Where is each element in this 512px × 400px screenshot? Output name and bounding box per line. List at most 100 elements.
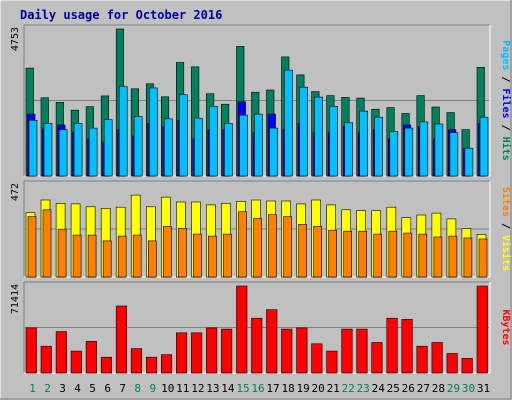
bar-pages xyxy=(464,147,474,177)
bar-pages xyxy=(299,86,308,177)
bar-sites xyxy=(478,238,488,278)
panel-bottom-legend-label: KBytes xyxy=(500,309,511,345)
x-tick-label: 19 xyxy=(296,382,309,395)
bar-kbytes xyxy=(296,327,308,374)
x-tick-label: 12 xyxy=(191,382,204,395)
bar-kbytes xyxy=(446,353,458,374)
bar-sites xyxy=(298,224,307,278)
legend-files: Files xyxy=(500,88,512,118)
panel-top-legend-label: Pages / Files / Hits xyxy=(500,40,512,160)
bar-pages xyxy=(103,119,113,177)
bar-sites xyxy=(313,226,322,278)
bar-kbytes xyxy=(161,354,173,374)
bar-pages xyxy=(314,96,323,177)
bar-sites xyxy=(57,228,67,278)
bar-pages xyxy=(419,121,429,177)
legend-separator: / xyxy=(500,119,511,137)
bar-pages xyxy=(179,94,188,177)
x-tick-label: 17 xyxy=(266,382,279,395)
bar-sites xyxy=(223,233,232,278)
x-tick-label: 16 xyxy=(251,382,264,395)
bar-sites xyxy=(27,216,37,278)
x-tick-label: 4 xyxy=(74,382,81,395)
legend-sites: Sites xyxy=(500,187,512,217)
bar-sites xyxy=(193,233,202,278)
bar-pages xyxy=(479,116,489,177)
chart-title: Daily usage for October 2016 xyxy=(20,8,222,22)
bar-kbytes xyxy=(461,358,473,374)
bar-kbytes xyxy=(431,342,443,374)
bar-sites xyxy=(373,233,383,278)
bar-pages xyxy=(73,123,83,177)
x-tick-label: 24 xyxy=(372,382,386,395)
x-tick-label: 15 xyxy=(236,382,249,395)
bar-sites xyxy=(433,236,443,278)
bar-pages xyxy=(269,127,278,177)
bar-kbytes xyxy=(130,348,142,374)
panel-middle-ymax-label: 472 xyxy=(10,183,21,201)
x-tick-label: 20 xyxy=(311,382,324,395)
bar-kbytes xyxy=(25,327,37,374)
bar-kbytes xyxy=(55,331,67,374)
bar-kbytes xyxy=(40,345,52,374)
x-tick-label: 2 xyxy=(44,382,51,395)
bar-sites xyxy=(87,234,97,278)
bar-kbytes xyxy=(236,285,248,374)
bar-kbytes xyxy=(206,327,218,374)
legend-hits: Hits xyxy=(500,137,512,161)
bar-sites xyxy=(163,226,172,278)
x-axis-day-labels: 1 2 3 4 5 6 7 8 9 10 11 12 13 14 15 16 17 18 19 20 21 22 23 24 2… xyxy=(29,382,490,395)
legend-separator: / xyxy=(500,217,511,235)
x-tick-label: 6 xyxy=(104,382,111,395)
bar-kbytes xyxy=(251,317,263,374)
bar-pages xyxy=(449,132,459,177)
bar-sites xyxy=(403,232,413,278)
bar-pages xyxy=(118,86,128,177)
bar-sites xyxy=(418,233,428,278)
x-tick-label: 11 xyxy=(176,382,189,395)
x-tick-label: 22 xyxy=(342,382,355,395)
bar-kbytes xyxy=(356,328,368,374)
x-tick-label: 1 xyxy=(29,382,36,395)
bar-pages xyxy=(254,113,263,177)
bar-kbytes xyxy=(401,319,413,374)
bar-sites xyxy=(283,216,292,278)
bar-pages xyxy=(224,123,233,177)
legend-kbytes: KBytes xyxy=(500,309,511,345)
bar-pages xyxy=(374,116,384,177)
bar-pages xyxy=(344,122,354,177)
x-tick-label: 29 xyxy=(447,382,460,395)
bar-pages xyxy=(88,127,98,177)
chart-panels: 4753 Pages / Files / Hits 472 Sites / Visit… xyxy=(10,24,512,374)
bar-sites xyxy=(388,230,398,278)
bar-pages xyxy=(434,123,444,177)
bar-kbytes xyxy=(221,328,233,374)
x-tick-label: 13 xyxy=(206,382,219,395)
bar-pages xyxy=(194,117,203,177)
x-tick-label: 3 xyxy=(59,382,66,395)
bar-kbytes xyxy=(266,309,278,374)
bar-sites xyxy=(328,229,337,278)
x-tick-label: 31 xyxy=(477,382,490,395)
bar-sites xyxy=(72,234,82,278)
bar-pages xyxy=(359,110,369,177)
bar-sites xyxy=(358,230,368,278)
bar-sites xyxy=(238,211,247,278)
panel-bottom-ymax-label: 71414 xyxy=(10,284,21,314)
bar-kbytes xyxy=(146,356,158,374)
bar-kbytes xyxy=(371,342,383,374)
bar-sites xyxy=(208,235,217,278)
bar-kbytes xyxy=(416,345,428,374)
bar-pages xyxy=(209,106,218,177)
bar-sites xyxy=(463,237,473,278)
legend-separator: / xyxy=(500,70,511,88)
bar-kbytes xyxy=(115,305,127,374)
bar-kbytes xyxy=(311,343,323,374)
bar-kbytes xyxy=(100,356,112,374)
bar-kbytes xyxy=(326,350,338,374)
panel-top-ymax-label: 4753 xyxy=(10,27,21,51)
bar-kbytes xyxy=(176,332,188,374)
bar-pages xyxy=(28,120,38,177)
bar-kbytes xyxy=(476,285,488,374)
